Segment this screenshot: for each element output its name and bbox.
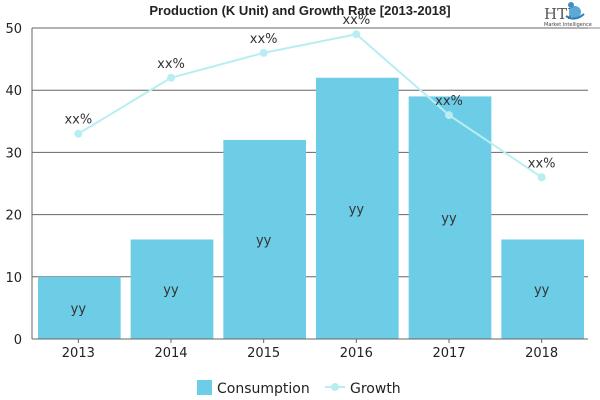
bar: [501, 239, 584, 339]
bar-value-label: yy: [71, 302, 87, 317]
growth-point: [537, 173, 546, 182]
gridlines: [32, 27, 588, 278]
bar-value-label: yy: [349, 202, 365, 217]
legend-swatch-growth: [325, 383, 345, 391]
growth-point: [167, 73, 175, 82]
bar: [408, 96, 492, 339]
growth-value-label: xx%: [342, 13, 370, 28]
bar-value-label: yy: [534, 283, 550, 298]
x-tick-label: 2015: [247, 346, 280, 361]
bar-value-label: yy: [163, 283, 179, 298]
growth-point: [74, 129, 83, 138]
y-tick-label: 30: [5, 146, 22, 161]
chart-title: Production (K Unit) and Growth Rate [201…: [149, 3, 450, 18]
bar: [223, 139, 306, 339]
growth-value-label: xx%: [157, 57, 185, 72]
growth-point: [445, 111, 453, 120]
bar-value-label: yy: [256, 233, 272, 248]
y-axis-ticks: 0 10 20 30 40 50: [5, 22, 22, 348]
x-tick-label: 2017: [432, 346, 465, 361]
growth-value-label: xx%: [528, 156, 556, 171]
x-tick-label: 2013: [62, 346, 95, 361]
x-axis-ticks: 2013 2014 2015 2016 2017 2018: [62, 339, 558, 361]
growth-line-path: [77, 33, 543, 179]
legend-swatch-consumption: [197, 380, 212, 395]
y-tick-label: 40: [5, 84, 22, 99]
bar-labels: yy yy yy yy yy yy: [71, 202, 550, 317]
y-tick-label: 0: [14, 333, 22, 348]
growth-point: [352, 30, 361, 39]
bar: [130, 239, 214, 339]
bar: [316, 77, 399, 339]
x-tick-label: 2014: [154, 346, 187, 361]
y-tick-label: 20: [5, 209, 22, 224]
x-tick-label: 2018: [525, 346, 558, 361]
logo-subtitle: Market Intelligence: [544, 22, 592, 28]
growth-value-label: xx%: [250, 32, 278, 47]
legend-label-growth: Growth: [350, 381, 401, 397]
axes: [31, 28, 588, 340]
growth-value-label: xx%: [435, 94, 463, 109]
growth-value-label: xx%: [64, 113, 92, 128]
logo: HTF Market Intelligence: [544, 2, 592, 28]
logo-globe-icon: [565, 2, 585, 20]
legend-label-consumption: Consumption: [217, 381, 310, 397]
legend: Consumption Growth: [197, 380, 401, 397]
bar-value-label: yy: [441, 212, 457, 227]
bars: [38, 77, 584, 339]
bar: [38, 276, 121, 339]
y-tick-label: 10: [5, 271, 22, 286]
growth-point: [259, 48, 268, 57]
growth-labels: xx% xx% xx% xx% xx% xx%: [64, 13, 555, 171]
x-tick-label: 2016: [340, 346, 373, 361]
y-tick-label: 50: [5, 22, 22, 37]
growth-line: [74, 30, 546, 182]
